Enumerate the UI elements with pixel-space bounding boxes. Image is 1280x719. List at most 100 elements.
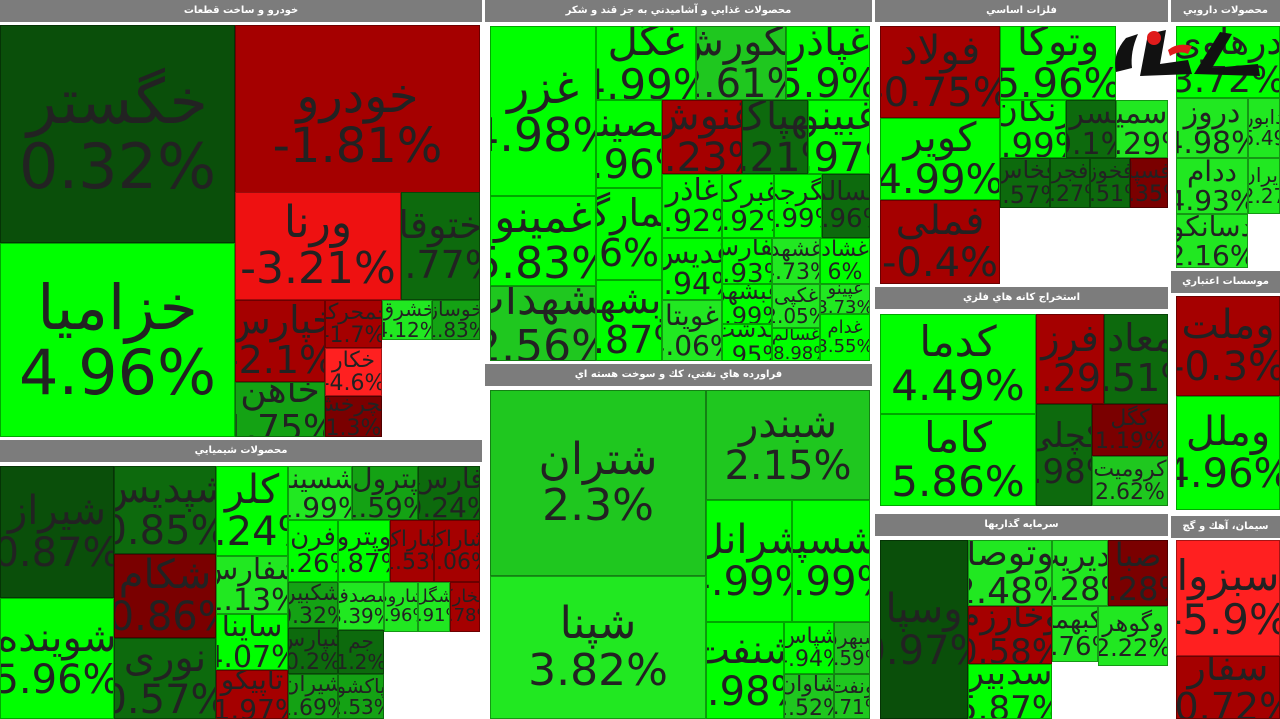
stock-cell[interactable]: غپینو3.73% — [820, 284, 870, 314]
stock-cell[interactable]: شسینا1.99% — [288, 466, 352, 520]
stock-cell[interactable]: غکورش2.61% — [696, 26, 786, 100]
stock-cell[interactable]: شاراک1.06% — [434, 520, 480, 582]
stock-cell[interactable]: مدیریت2.28% — [1052, 540, 1108, 606]
stock-cell[interactable]: وگوهر 2.22% — [1098, 606, 1168, 666]
stock-cell[interactable]: وتوصا2.48% — [968, 540, 1052, 606]
stock-cell[interactable]: غدشت4.95% — [722, 324, 772, 361]
stock-cell[interactable]: کلر3.24% — [216, 466, 288, 556]
stock-cell[interactable]: غویتا4.06% — [662, 300, 722, 361]
stock-cell[interactable]: شیراز0.87% — [0, 466, 114, 598]
stock-cell[interactable]: شنفت5.98% — [706, 622, 784, 719]
stock-cell[interactable]: زنگان5.99% — [1000, 100, 1066, 158]
stock-cell[interactable]: سفار-0.72% — [1176, 656, 1280, 719]
stock-cell[interactable]: کرومیت 2.62% — [1092, 456, 1168, 506]
stock-cell[interactable]: دیران2.27 — [1248, 158, 1280, 214]
stock-cell[interactable]: غصینو4.96% — [596, 100, 662, 188]
stock-cell[interactable]: غنوش0.23% — [662, 100, 742, 174]
stock-cell[interactable]: سدبیر5.87% — [968, 664, 1052, 719]
stock-cell[interactable]: خشرق4.12% — [382, 300, 432, 340]
stock-cell[interactable]: ساینا4.07% — [216, 614, 288, 670]
stock-cell[interactable]: شفارس1.13% — [216, 556, 288, 614]
stock-cell[interactable]: وتوکا 5.96% — [1000, 26, 1116, 100]
stock-cell[interactable]: فاسمین2.29% — [1116, 100, 1168, 158]
stock-cell[interactable]: ونفت2.71% — [834, 674, 870, 719]
stock-cell[interactable]: خپارس-2.1% — [235, 300, 325, 382]
stock-cell[interactable]: فسپا1.35% — [1130, 158, 1168, 208]
stock-cell[interactable]: شبندر 2.15% — [706, 390, 870, 500]
stock-cell[interactable]: خمحرکه-1.7% — [325, 300, 382, 348]
stock-cell[interactable]: غاذر4.92% — [662, 174, 722, 238]
stock-cell[interactable]: شکام-0.86% — [114, 554, 216, 638]
stock-cell[interactable]: غکپی2.05% — [772, 284, 820, 328]
stock-cell[interactable]: شاروم3.96% — [384, 582, 418, 632]
stock-cell[interactable]: کاما 5.86% — [880, 414, 1036, 506]
stock-cell[interactable]: فخاس0.57% — [1000, 158, 1050, 208]
stock-cell[interactable]: غبرک4.92% — [722, 174, 774, 238]
stock-cell[interactable]: شخارک1.78% — [450, 582, 480, 632]
stock-cell[interactable]: شکبیر0.32% — [288, 582, 338, 628]
stock-cell[interactable]: کگل 1.19% — [1092, 404, 1168, 456]
stock-cell[interactable]: شرانل4.99% — [706, 500, 792, 622]
stock-cell[interactable]: وخارزم0.58% — [968, 606, 1052, 664]
stock-cell[interactable]: غدام3.55% — [820, 314, 870, 361]
stock-cell[interactable]: نوری0.57% — [114, 638, 216, 719]
stock-cell[interactable]: کدما 4.49% — [880, 314, 1036, 414]
stock-cell[interactable]: غشهداب2.56% — [490, 286, 596, 361]
stock-cell[interactable]: غشاد 6% — [820, 238, 870, 284]
stock-cell[interactable]: وملت-0.3% — [1176, 296, 1280, 396]
stock-cell[interactable]: ورنا -3.21% — [235, 192, 401, 300]
stock-cell[interactable]: شتران 2.3% — [490, 390, 706, 576]
stock-cell[interactable]: شپنا 3.82% — [490, 576, 706, 719]
stock-cell[interactable]: فارس0.24% — [418, 466, 480, 520]
stock-cell[interactable]: صبا1.28% — [1108, 540, 1168, 606]
stock-cell[interactable]: فملی -0.4% — [880, 200, 1000, 284]
stock-cell[interactable]: غشهد4.73% — [772, 238, 820, 284]
stock-cell[interactable]: دابور5.49 — [1248, 98, 1280, 158]
stock-cell[interactable]: خگستر 0.32% — [0, 25, 235, 243]
stock-cell[interactable]: شوینده5.96% — [0, 598, 114, 719]
stock-cell[interactable]: شپدیس0.85% — [114, 466, 216, 554]
stock-cell[interactable]: غسالم5.96% — [822, 174, 870, 238]
stock-cell[interactable]: ددام4.93% — [1176, 158, 1248, 214]
stock-cell[interactable]: فولاد-0.75% — [880, 26, 1000, 118]
stock-cell[interactable]: غزر4.98% — [490, 26, 596, 196]
stock-cell[interactable]: غسالم18.98% — [772, 328, 820, 361]
stock-cell[interactable]: کچلی0.98% — [1036, 404, 1092, 506]
stock-cell[interactable]: فرن5.26% — [288, 520, 338, 582]
stock-cell[interactable]: غدیس5.94% — [662, 238, 722, 300]
stock-cell[interactable]: کویر 4.99% — [880, 118, 1000, 200]
stock-cell[interactable]: سبزوا-5.9% — [1176, 540, 1280, 656]
stock-cell[interactable]: ومعادن0.51% — [1104, 314, 1168, 404]
stock-cell[interactable]: وکبهمن5.76% — [1052, 606, 1098, 662]
stock-cell[interactable]: شیران1.69% — [288, 674, 338, 719]
stock-cell[interactable]: بهپاک1.21% — [742, 100, 808, 174]
stock-cell[interactable]: دروز4.98% — [1176, 98, 1248, 158]
stock-cell[interactable]: فسرو0.1% — [1066, 100, 1116, 158]
stock-cell[interactable]: پترول1.59% — [352, 466, 418, 520]
stock-cell[interactable]: غمینو5.83% — [490, 196, 596, 286]
stock-cell[interactable]: خزامیا 4.96% — [0, 243, 235, 437]
stock-cell[interactable]: فجر0.27% — [1050, 158, 1090, 208]
stock-cell[interactable]: وپترو5.87% — [338, 520, 390, 582]
stock-cell[interactable]: خاهن1.75% — [235, 382, 325, 437]
stock-cell[interactable]: شاوان2.52% — [784, 674, 834, 719]
stock-cell[interactable]: پاکشو2.53% — [338, 674, 384, 719]
stock-cell[interactable]: شبهرن3.59% — [834, 622, 870, 674]
stock-cell[interactable]: وملل4.96% — [1176, 396, 1280, 510]
stock-cell[interactable]: غبینو5.97% — [808, 100, 870, 174]
stock-cell[interactable]: جم 1.2% — [338, 630, 384, 674]
stock-cell[interactable]: غمارگ6% — [596, 188, 662, 280]
stock-cell[interactable]: شاراک-1.53% — [390, 520, 434, 582]
stock-cell[interactable]: غپآذر5.9% — [786, 26, 870, 100]
stock-cell[interactable]: دسانکو2.16% — [1176, 214, 1248, 268]
stock-cell[interactable]: فخوز0.51% — [1090, 158, 1130, 208]
stock-cell[interactable]: شپاس4.94% — [784, 622, 834, 674]
stock-cell[interactable]: وبشهر5.87% — [596, 280, 662, 361]
stock-cell[interactable]: خوساز1.83% — [432, 300, 480, 340]
stock-cell[interactable]: ختوقا0.77% — [401, 192, 480, 300]
stock-cell[interactable]: شصدف3.39% — [338, 582, 384, 630]
stock-cell[interactable]: خچرخش1.3% — [325, 396, 382, 437]
stock-cell[interactable]: غگل4.99% — [596, 26, 696, 100]
stock-cell[interactable]: وسپا0.97% — [880, 540, 968, 719]
stock-cell[interactable]: فرز-1.29% — [1036, 314, 1104, 404]
